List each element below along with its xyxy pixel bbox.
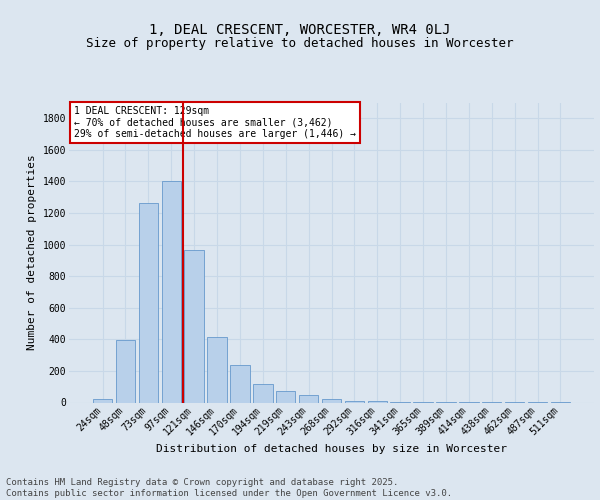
Bar — [299, 396, 319, 402]
Bar — [322, 399, 341, 402]
X-axis label: Distribution of detached houses by size in Worcester: Distribution of detached houses by size … — [156, 444, 507, 454]
Bar — [230, 366, 250, 403]
Bar — [116, 340, 135, 402]
Text: Size of property relative to detached houses in Worcester: Size of property relative to detached ho… — [86, 38, 514, 51]
Bar — [208, 337, 227, 402]
Bar — [276, 392, 295, 402]
Bar — [253, 384, 272, 402]
Bar — [93, 398, 112, 402]
Text: Contains HM Land Registry data © Crown copyright and database right 2025.
Contai: Contains HM Land Registry data © Crown c… — [6, 478, 452, 498]
Bar — [344, 400, 364, 402]
Bar — [139, 203, 158, 402]
Bar — [161, 182, 181, 402]
Text: 1 DEAL CRESCENT: 129sqm
← 70% of detached houses are smaller (3,462)
29% of semi: 1 DEAL CRESCENT: 129sqm ← 70% of detache… — [74, 106, 356, 138]
Y-axis label: Number of detached properties: Number of detached properties — [27, 154, 37, 350]
Bar — [368, 401, 387, 402]
Text: 1, DEAL CRESCENT, WORCESTER, WR4 0LJ: 1, DEAL CRESCENT, WORCESTER, WR4 0LJ — [149, 22, 451, 36]
Bar — [184, 250, 204, 402]
